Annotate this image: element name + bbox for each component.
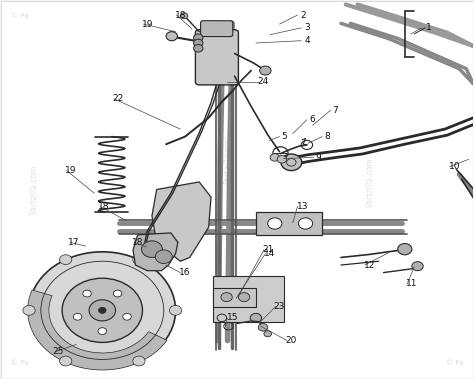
Circle shape [123, 313, 131, 320]
Text: © Pa: © Pa [446, 360, 463, 366]
Text: 20: 20 [285, 336, 297, 345]
Circle shape [270, 153, 280, 161]
Circle shape [193, 44, 203, 52]
Circle shape [113, 290, 122, 297]
Circle shape [133, 356, 145, 366]
Text: Partzilla.com: Partzilla.com [29, 165, 38, 214]
Circle shape [83, 290, 91, 297]
Circle shape [258, 324, 268, 331]
Text: 19: 19 [65, 166, 76, 175]
Text: 11: 11 [406, 279, 418, 288]
FancyBboxPatch shape [201, 21, 233, 36]
Text: 16: 16 [179, 268, 191, 277]
Text: 8: 8 [324, 132, 330, 141]
Text: 10: 10 [449, 162, 460, 171]
Text: 5: 5 [282, 132, 287, 141]
Circle shape [221, 293, 232, 302]
FancyBboxPatch shape [195, 30, 238, 85]
Circle shape [398, 243, 412, 255]
Circle shape [264, 331, 272, 337]
Polygon shape [256, 212, 322, 235]
Text: © Pa: © Pa [11, 360, 28, 366]
Circle shape [238, 293, 250, 302]
Circle shape [73, 313, 82, 320]
Polygon shape [213, 288, 256, 307]
Circle shape [281, 154, 302, 171]
Circle shape [98, 328, 107, 335]
Circle shape [99, 307, 106, 313]
Text: 2: 2 [301, 11, 306, 20]
Text: 1: 1 [426, 23, 431, 32]
Circle shape [180, 13, 188, 19]
Circle shape [268, 218, 282, 229]
Circle shape [250, 313, 262, 323]
Circle shape [299, 218, 313, 229]
Circle shape [133, 255, 145, 265]
Text: 13: 13 [297, 202, 309, 211]
Text: 6: 6 [310, 115, 316, 124]
Text: 18: 18 [174, 11, 186, 20]
Circle shape [169, 305, 182, 315]
Text: 24: 24 [257, 77, 269, 86]
Circle shape [29, 252, 175, 369]
Circle shape [224, 292, 241, 306]
Circle shape [260, 66, 271, 75]
Circle shape [89, 300, 116, 321]
Text: 14: 14 [264, 249, 276, 258]
Circle shape [166, 32, 177, 41]
Text: 19: 19 [141, 20, 153, 28]
Text: 9: 9 [315, 153, 321, 162]
Text: 18: 18 [132, 238, 144, 247]
Text: 12: 12 [364, 260, 375, 269]
Circle shape [62, 278, 143, 343]
Text: 21: 21 [262, 246, 273, 254]
Circle shape [60, 356, 72, 366]
Circle shape [60, 255, 72, 265]
Text: Partzilla.com: Partzilla.com [223, 135, 232, 184]
Text: © Pa: © Pa [11, 13, 28, 19]
Wedge shape [27, 290, 167, 370]
Text: Partzilla.com: Partzilla.com [365, 157, 374, 207]
Circle shape [142, 241, 162, 257]
Text: 25: 25 [53, 348, 64, 356]
Text: 18: 18 [98, 202, 109, 211]
Text: 4: 4 [304, 36, 310, 45]
Polygon shape [152, 182, 211, 261]
Circle shape [23, 305, 35, 315]
Circle shape [277, 155, 287, 163]
Circle shape [193, 39, 203, 47]
Text: 15: 15 [227, 313, 238, 323]
Circle shape [193, 34, 203, 41]
Text: 3: 3 [304, 23, 310, 32]
Polygon shape [133, 233, 178, 271]
Text: 23: 23 [274, 302, 285, 311]
Circle shape [155, 250, 172, 263]
Text: 7: 7 [332, 106, 338, 115]
Circle shape [412, 262, 423, 271]
Bar [213, 276, 284, 322]
Text: 17: 17 [68, 238, 80, 247]
Text: 22: 22 [112, 94, 124, 103]
